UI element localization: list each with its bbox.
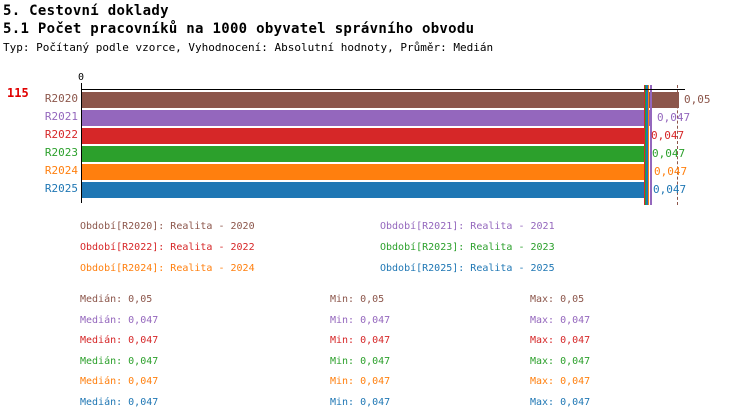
stat-max-R2025: Max: 0,047 bbox=[530, 397, 591, 408]
bar-R2022[interactable] bbox=[82, 128, 646, 144]
page-title: 5. Cestovní doklady bbox=[3, 3, 169, 19]
value-label-R2024: 0,047 bbox=[654, 165, 688, 178]
marker-line-R2021 bbox=[650, 85, 652, 205]
row-count-label: 115 bbox=[7, 86, 29, 100]
stat-max-R2022: Max: 0,047 bbox=[530, 335, 591, 346]
stat-median-R2023: Medián: 0,047 bbox=[80, 356, 159, 367]
bar-R2025[interactable] bbox=[82, 182, 648, 198]
y-axis-line bbox=[81, 83, 82, 203]
legend-item-R2020: Období[R2020]: Realita - 2020 bbox=[80, 221, 255, 232]
legend-item-R2024: Období[R2024]: Realita - 2024 bbox=[80, 263, 255, 274]
stat-max-R2020: Max: 0,05 bbox=[530, 294, 585, 305]
x-axis-line bbox=[81, 89, 685, 90]
stat-min-R2022: Min: 0,047 bbox=[330, 335, 391, 346]
stat-median-R2021: Medián: 0,047 bbox=[80, 315, 159, 326]
indicator-title: 5.1 Počet pracovníků na 1000 obyvatel sp… bbox=[3, 21, 475, 37]
legend-item-R2022: Období[R2022]: Realita - 2022 bbox=[80, 242, 255, 253]
legend-item-R2023: Období[R2023]: Realita - 2023 bbox=[380, 242, 555, 253]
bar-R2021[interactable] bbox=[82, 110, 652, 126]
stat-max-R2023: Max: 0,047 bbox=[530, 356, 591, 367]
value-label-R2025: 0,047 bbox=[653, 183, 687, 196]
value-label-R2022: 0,047 bbox=[651, 129, 685, 142]
marker-line-R2025 bbox=[646, 85, 648, 205]
value-label-R2020: 0,05 bbox=[684, 93, 711, 106]
indicator-meta: Typ: Počítaný podle vzorce, Vyhodnocení:… bbox=[3, 41, 494, 54]
axis-label-R2024: R2024 bbox=[44, 164, 78, 177]
legend-item-R2025: Období[R2025]: Realita - 2025 bbox=[380, 263, 555, 274]
stat-max-R2024: Max: 0,047 bbox=[530, 376, 591, 387]
legend-item-R2021: Období[R2021]: Realita - 2021 bbox=[380, 221, 555, 232]
axis-label-R2020: R2020 bbox=[44, 92, 78, 105]
axis-origin-label: 0 bbox=[77, 72, 85, 83]
bar-R2020[interactable] bbox=[82, 92, 679, 108]
stat-max-R2021: Max: 0,047 bbox=[530, 315, 591, 326]
marker-line-R2020 bbox=[677, 85, 678, 205]
marker-line-R2024 bbox=[647, 85, 649, 205]
stat-min-R2024: Min: 0,047 bbox=[330, 376, 391, 387]
axis-label-R2023: R2023 bbox=[44, 146, 78, 159]
stat-min-R2023: Min: 0,047 bbox=[330, 356, 391, 367]
axis-label-R2021: R2021 bbox=[44, 110, 78, 123]
bar-R2024[interactable] bbox=[82, 164, 649, 180]
stat-median-R2020: Medián: 0,05 bbox=[80, 294, 153, 305]
value-label-R2023: 0,047 bbox=[652, 147, 686, 160]
stat-min-R2021: Min: 0,047 bbox=[330, 315, 391, 326]
stat-median-R2022: Medián: 0,047 bbox=[80, 335, 159, 346]
axis-label-R2025: R2025 bbox=[44, 182, 78, 195]
stat-min-R2020: Min: 0,05 bbox=[330, 294, 385, 305]
axis-label-R2022: R2022 bbox=[44, 128, 78, 141]
stat-min-R2025: Min: 0,047 bbox=[330, 397, 391, 408]
value-label-R2021: 0,047 bbox=[657, 111, 691, 124]
bar-R2023[interactable] bbox=[82, 146, 647, 162]
stat-median-R2025: Medián: 0,047 bbox=[80, 397, 159, 408]
stat-median-R2024: Medián: 0,047 bbox=[80, 376, 159, 387]
